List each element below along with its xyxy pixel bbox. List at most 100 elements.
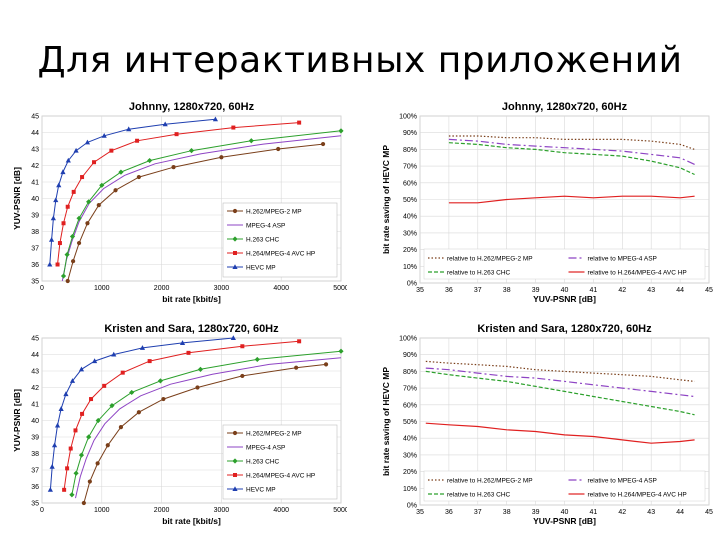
data-point xyxy=(80,411,85,416)
x-axis-label: YUV-PSNR [dB] xyxy=(533,516,596,526)
data-point xyxy=(139,345,146,350)
x-tick-label: 39 xyxy=(532,287,540,294)
data-point xyxy=(56,182,62,188)
data-point xyxy=(53,197,59,203)
data-point xyxy=(47,261,53,267)
y-axis-label: bit rate saving of HEVC MP xyxy=(381,367,391,476)
data-point xyxy=(76,240,82,246)
legend-entry: relative to H.264/MPEG-4 AVC HP xyxy=(588,269,687,276)
data-point xyxy=(186,350,191,355)
legend-swatch-marker xyxy=(233,251,237,255)
y-tick-label: 35 xyxy=(31,501,39,508)
series-h263 xyxy=(448,142,695,176)
data-point xyxy=(126,126,132,132)
x-tick-label: 42 xyxy=(618,509,626,516)
y-tick-label: 60% xyxy=(403,402,417,409)
chart-title: Kristen and Sara, 1280x720, 60Hz xyxy=(104,323,279,335)
data-point xyxy=(105,443,110,448)
data-point xyxy=(69,378,76,383)
data-point xyxy=(240,344,245,349)
y-tick-label: 0% xyxy=(407,281,417,288)
series-h264 xyxy=(425,422,695,444)
y-tick-label: 10% xyxy=(403,264,417,271)
series-h264 xyxy=(448,195,695,204)
data-point xyxy=(55,262,60,267)
series-h262 xyxy=(448,135,695,150)
y-tick-label: 50% xyxy=(403,419,417,426)
data-point xyxy=(219,155,224,160)
legend-entry: H.262/MPEG-2 MP xyxy=(246,430,302,437)
data-point xyxy=(161,396,166,402)
x-tick-label: 35 xyxy=(416,509,424,516)
legend: H.262/MPEG-2 MP MPEG-4 ASP H.263 CHC H.264/… xyxy=(222,202,338,278)
y-tick-label: 42 xyxy=(31,385,39,392)
x-tick-label: 5000 xyxy=(333,507,347,514)
data-point xyxy=(136,410,141,415)
y-tick-label: 30% xyxy=(403,230,417,237)
x-tick-label: 2000 xyxy=(154,285,170,292)
legend-entry: H.262/MPEG-2 MP xyxy=(246,208,302,215)
data-point xyxy=(89,397,94,402)
chart-kristen-sara-bitrate-saving: Kristen and Sara, 1280x720, 60Hz 0% 10% 20%… xyxy=(380,322,715,527)
grid-lines xyxy=(41,337,342,504)
data-point xyxy=(78,366,85,372)
data-point xyxy=(147,359,152,364)
data-point xyxy=(147,157,153,164)
data-point xyxy=(65,204,70,209)
y-tick-label: 20% xyxy=(403,469,417,476)
legend: relative to H.262/MPEG-2 MP relative to M… xyxy=(423,248,706,280)
y-tick-label: 39 xyxy=(31,435,39,442)
series-line xyxy=(57,122,300,265)
legend-swatch-marker xyxy=(232,236,238,242)
y-tick-label: 100% xyxy=(399,336,417,343)
data-point xyxy=(118,169,124,175)
data-point xyxy=(65,466,70,471)
series-line xyxy=(61,135,342,282)
y-tick-label: 45 xyxy=(31,336,39,343)
y-tick-label: 36 xyxy=(31,262,39,269)
x-tick-label: 3000 xyxy=(214,285,230,292)
data-point xyxy=(338,128,344,134)
series-line xyxy=(75,357,342,499)
y-tick-label: 40% xyxy=(403,214,417,221)
slide-title: Для интерактивных приложений xyxy=(37,40,683,81)
data-point xyxy=(70,259,76,264)
data-point xyxy=(86,434,92,440)
series-h264 xyxy=(55,120,302,267)
series-line xyxy=(448,142,695,176)
legend-entry: relative to H.262/MPEG-2 MP xyxy=(447,477,533,484)
series-line xyxy=(63,340,300,490)
chart-title: Johnny, 1280x720, 60Hz xyxy=(129,101,255,113)
legend: H.262/MPEG-2 MP MPEG-4 ASP H.263 CHC H.264/… xyxy=(222,424,338,500)
x-tick-label: 38 xyxy=(503,509,511,516)
chart-kristen-sara-psnr: Kristen and Sara, 1280x720, 60Hz 35 36 37 38… xyxy=(12,322,347,527)
x-tick-label: 4000 xyxy=(273,507,289,514)
x-axis-label: bit rate [kbit/s] xyxy=(162,516,221,526)
data-point xyxy=(76,215,82,221)
series-line xyxy=(425,370,695,416)
x-axis-label: bit rate [kbit/s] xyxy=(162,294,221,304)
y-tick-label: 90% xyxy=(403,352,417,359)
legend-entry: HEVC MP xyxy=(246,486,276,493)
data-point xyxy=(51,442,58,448)
chart-title: Kristen and Sara, 1280x720, 60Hz xyxy=(477,323,652,335)
y-tick-label: 60% xyxy=(403,180,417,187)
y-tick-label: 43 xyxy=(31,147,39,154)
legend-entry: relative to H.262/MPEG-2 MP xyxy=(447,255,533,262)
legend-swatch-marker xyxy=(232,458,238,464)
data-point xyxy=(102,383,107,388)
data-point xyxy=(69,492,75,498)
data-point xyxy=(48,236,55,242)
legend-entry: relative to H.263 CHC xyxy=(447,491,511,498)
data-point xyxy=(109,148,114,153)
x-tick-label: 39 xyxy=(532,509,540,516)
series-hevc xyxy=(47,116,219,267)
x-tick-label: 43 xyxy=(647,287,655,294)
y-tick-label: 45 xyxy=(31,114,39,121)
legend-box xyxy=(222,202,338,278)
series-line xyxy=(425,360,695,382)
legend-swatch-marker xyxy=(233,473,237,477)
x-tick-label: 37 xyxy=(474,287,482,294)
legend-swatch-marker xyxy=(232,430,238,436)
legend-entry: HEVC MP xyxy=(246,264,276,271)
